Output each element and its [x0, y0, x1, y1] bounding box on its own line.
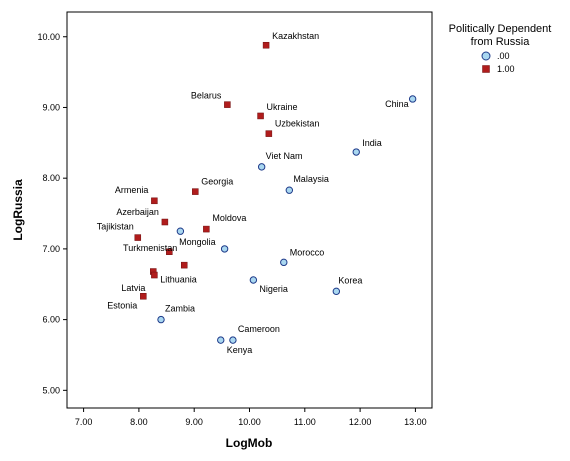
legend-label-1: 1.00	[497, 64, 515, 74]
point-marker-circle	[220, 245, 229, 253]
point-marker-square	[151, 197, 158, 205]
point-label: Korea	[338, 275, 362, 285]
point-label: China	[385, 99, 409, 109]
point-marker-circle	[229, 336, 237, 344]
y-tick-label: 9.00	[42, 102, 60, 112]
point-label: Azerbaijan	[116, 207, 159, 217]
legend-title-line1: Politically Dependent	[449, 23, 552, 35]
point-label: Georgia	[201, 177, 233, 187]
x-axis-title: LogMob	[226, 436, 273, 450]
x-axis: 7.00 8.00 9.00 10.00 11.00 12.00 13.00	[75, 408, 427, 427]
point-marker-square	[151, 271, 158, 279]
point-label: Latvia	[121, 283, 145, 293]
x-tick-label: 8.00	[130, 417, 148, 427]
point-label: Malaysia	[293, 174, 329, 184]
point-marker-square	[161, 218, 169, 226]
y-axis-title: LogRussia	[11, 179, 25, 241]
legend-title-line2: from Russia	[471, 36, 531, 48]
point-label: Nigeria	[259, 284, 288, 294]
point-label: Turkmenistan	[123, 243, 177, 253]
point-marker-circle	[217, 336, 225, 344]
point-label: Viet Nam	[266, 151, 303, 161]
point-label: Ukraine	[267, 102, 298, 112]
y-tick-label: 7.00	[42, 244, 60, 254]
x-tick-label: 7.00	[75, 417, 93, 427]
data-points: China India Viet Nam Malaysia Mongolia Morocc…	[97, 31, 417, 355]
x-tick-label: 13.00	[404, 417, 427, 427]
point-marker-circle	[280, 258, 288, 267]
point-label: Kenya	[227, 345, 253, 355]
x-tick-label: 9.00	[185, 417, 203, 427]
legend-circle-marker	[481, 51, 491, 61]
point-label: Belarus	[191, 91, 222, 101]
legend: Politically Dependent from Russia .00 1.…	[449, 23, 552, 74]
y-tick-label: 8.00	[42, 173, 60, 183]
x-tick-label: 11.00	[294, 417, 316, 427]
point-marker-square	[192, 188, 199, 195]
point-marker-square	[262, 41, 270, 49]
x-tick-label: 12.00	[349, 417, 372, 427]
y-axis: 5.00 6.00 7.00 8.00 9.00 10.00	[37, 32, 67, 395]
y-tick-label: 6.00	[42, 315, 60, 325]
point-marker-circle	[249, 276, 258, 284]
point-label: Kazakhstan	[272, 31, 319, 41]
point-marker-square	[224, 101, 231, 108]
point-label: Morocco	[290, 247, 325, 257]
legend-label-0: .00	[497, 51, 510, 61]
point-label: Uzbekistan	[275, 119, 320, 129]
point-marker-circle	[157, 315, 165, 324]
point-marker-square	[140, 293, 147, 300]
point-marker-square	[265, 130, 273, 137]
point-marker-circle	[408, 95, 417, 103]
legend-square-marker	[482, 65, 490, 73]
point-marker-square	[203, 225, 210, 233]
y-tick-label: 5.00	[42, 385, 60, 395]
point-label: India	[362, 138, 382, 148]
point-label: Mongolia	[179, 237, 216, 247]
point-marker-circle	[257, 163, 266, 171]
point-label: Lithuania	[160, 275, 197, 285]
point-marker-circle	[332, 287, 341, 296]
x-tick-label: 10.00	[238, 417, 261, 427]
y-tick-label: 10.00	[37, 32, 60, 42]
point-label: Tajikistan	[97, 222, 134, 232]
point-label: Cameroon	[238, 324, 280, 334]
point-marker-square	[134, 234, 142, 241]
point-marker-circle	[352, 148, 360, 156]
point-marker-circle	[176, 227, 185, 235]
point-label: Zambia	[165, 304, 195, 314]
point-marker-square	[257, 112, 264, 120]
point-label: Estonia	[107, 300, 137, 310]
point-label: Armenia	[115, 185, 149, 195]
point-label: Moldova	[212, 213, 246, 223]
point-marker-square	[166, 248, 173, 255]
point-marker-square	[180, 261, 188, 269]
point-marker-circle	[285, 186, 294, 194]
